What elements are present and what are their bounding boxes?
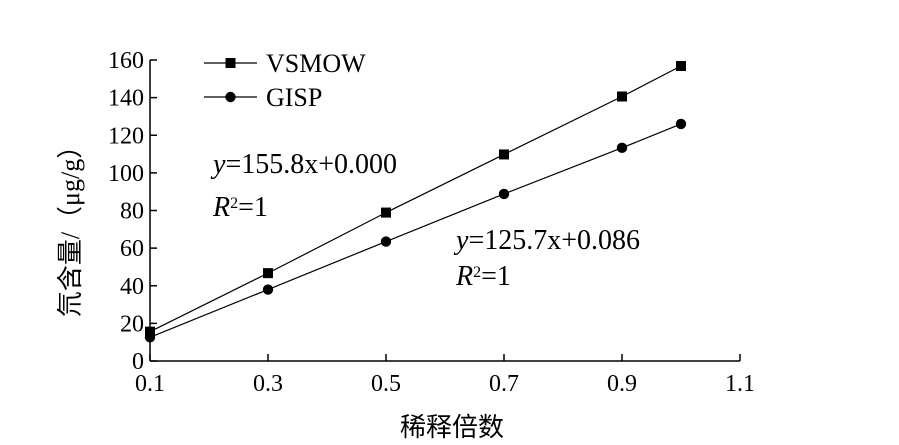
series-gisp [144, 118, 687, 343]
y-tick-label: 140 [108, 86, 144, 112]
legend-marker-gisp [225, 91, 236, 103]
x-axis-label: 稀释倍数 [400, 413, 504, 442]
annotation-gisp: y=125.7x+0.086 R2=1 [453, 225, 640, 292]
y-tick-label: 40 [120, 274, 144, 300]
data-point-vsmow [263, 268, 273, 279]
data-point-gisp [675, 118, 687, 130]
data-point-vsmow [145, 326, 155, 337]
data-point-vsmow [676, 61, 686, 72]
series-layer [144, 61, 687, 343]
data-point-vsmow [617, 91, 627, 102]
series-line-vsmow [149, 65, 682, 333]
data-point-gisp [144, 332, 156, 343]
equation-vsmow: y=155.8x+0.000 [210, 149, 397, 180]
r2-vsmow-value: 1 [254, 192, 268, 223]
y-tick-label: 100 [108, 161, 144, 187]
y-tick-label: 120 [108, 123, 144, 149]
x-tick-label: 0.7 [489, 371, 519, 397]
r2-gisp: R2=1 [455, 261, 511, 292]
ticks: 0 20 40 60 80 100 120 140 160 0.1 0.3 0.5 0.7 0.9 1.1 [108, 48, 755, 397]
y-tick-label: 20 [120, 311, 144, 337]
x-tick-label: 0.9 [607, 371, 637, 397]
legend-item-vsmow: VSMOW [204, 49, 366, 78]
x-tick-label: 1.1 [725, 371, 755, 397]
data-point-vsmow [381, 207, 391, 218]
equation-vsmow-rhs: 155.8x+0.000 [241, 149, 397, 180]
y-tick-label: 0 [132, 349, 144, 375]
legend-label-vsmow: VSMOW [266, 49, 366, 78]
r2-gisp-value: 1 [497, 261, 511, 292]
x-tick-label: 0.1 [135, 371, 165, 397]
legend-item-gisp: GISP [204, 83, 322, 112]
data-point-gisp [380, 236, 392, 247]
series-vsmow [145, 61, 686, 337]
legend: VSMOW GISP [204, 49, 366, 112]
series-line-gisp [149, 123, 682, 338]
x-tick-label: 0.5 [371, 371, 401, 397]
equation-gisp-rhs: 125.7x+0.086 [484, 225, 640, 256]
y-tick-label: 60 [120, 236, 144, 262]
r2-vsmow: R2=1 [212, 192, 268, 223]
data-point-gisp [498, 188, 510, 200]
y-tick-label: 160 [108, 48, 144, 74]
annotation-vsmow: y=155.8x+0.000 R2=1 [210, 149, 397, 223]
data-point-vsmow [499, 149, 509, 160]
data-point-gisp [262, 284, 274, 295]
y-tick-label: 80 [120, 199, 144, 225]
y-axis-label: 氘含量/（μg/g） [56, 133, 85, 317]
legend-marker-vsmow [225, 58, 236, 68]
legend-label-gisp: GISP [266, 83, 322, 112]
data-point-gisp [616, 142, 628, 154]
equation-gisp: y=125.7x+0.086 [453, 225, 640, 256]
x-tick-label: 0.3 [253, 371, 283, 397]
